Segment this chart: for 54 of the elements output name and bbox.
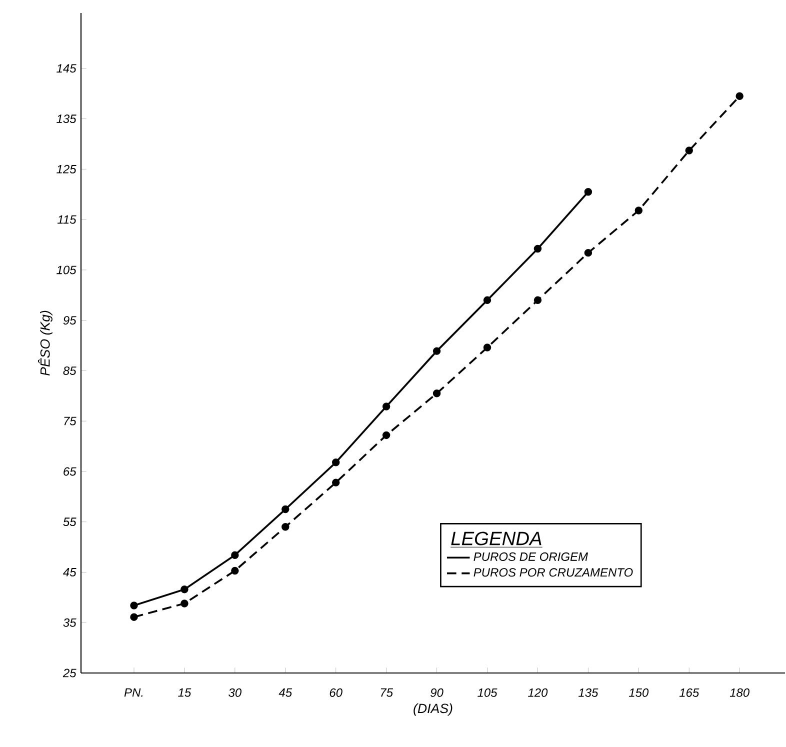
point [432,347,441,355]
point [382,402,390,410]
x-tick-label: 45 [278,688,292,697]
legend-label: PUROS POR CRUZAMENTO [474,568,633,577]
point [382,431,390,440]
point [332,478,340,486]
point [231,551,239,559]
x-tick-label: 120 [528,688,548,697]
y-tick-label: 105 [56,266,76,274]
y-axis-title: PÊSO (Kg) [38,310,52,376]
point [282,505,290,514]
y-tick-label: 95 [63,316,76,325]
x-tick-label: 150 [628,688,649,697]
point [130,602,138,610]
y-tick-label: 45 [63,568,76,576]
point [432,390,441,398]
point [332,458,340,466]
x-tick-label: 180 [730,688,750,697]
point [282,523,290,531]
point [231,566,239,575]
point [130,613,138,621]
y-tick-label: 125 [56,164,76,174]
y-tick-label: 85 [63,366,76,375]
point [584,188,592,196]
y-tick-label: 35 [63,618,76,627]
x-axis-title: (DIAS) [414,703,452,716]
y-tick-label: 25 [62,668,76,678]
point [180,600,188,608]
point [534,244,542,253]
y-tick-label: 145 [56,64,76,73]
point [180,585,188,594]
legend-title: LEGENDA [451,532,542,546]
y-tick-label: 65 [64,467,76,476]
x-tick-label: 75 [380,688,394,697]
x-tick-label: PN. [124,688,143,697]
x-tick-label: 30 [228,688,242,697]
legend-label: PUROS DE ORIGEM [474,552,588,561]
point [634,206,643,214]
x-tick-label: 90 [430,688,444,697]
point [736,92,744,100]
x-tick-label: 60 [330,688,342,697]
point [483,344,492,352]
y-tick-label: 75 [64,416,76,426]
y-tick-label: 135 [56,114,76,124]
point [685,146,693,154]
x-tick-label: 105 [478,688,498,697]
point [483,296,492,304]
y-tick-label: 115 [57,215,76,224]
x-tick-label: 135 [578,688,598,697]
x-tick-label: 15 [178,688,192,697]
point [534,296,542,304]
x-tick-label: 165 [679,688,700,697]
y-tick-label: 55 [63,518,76,526]
point [584,248,592,257]
